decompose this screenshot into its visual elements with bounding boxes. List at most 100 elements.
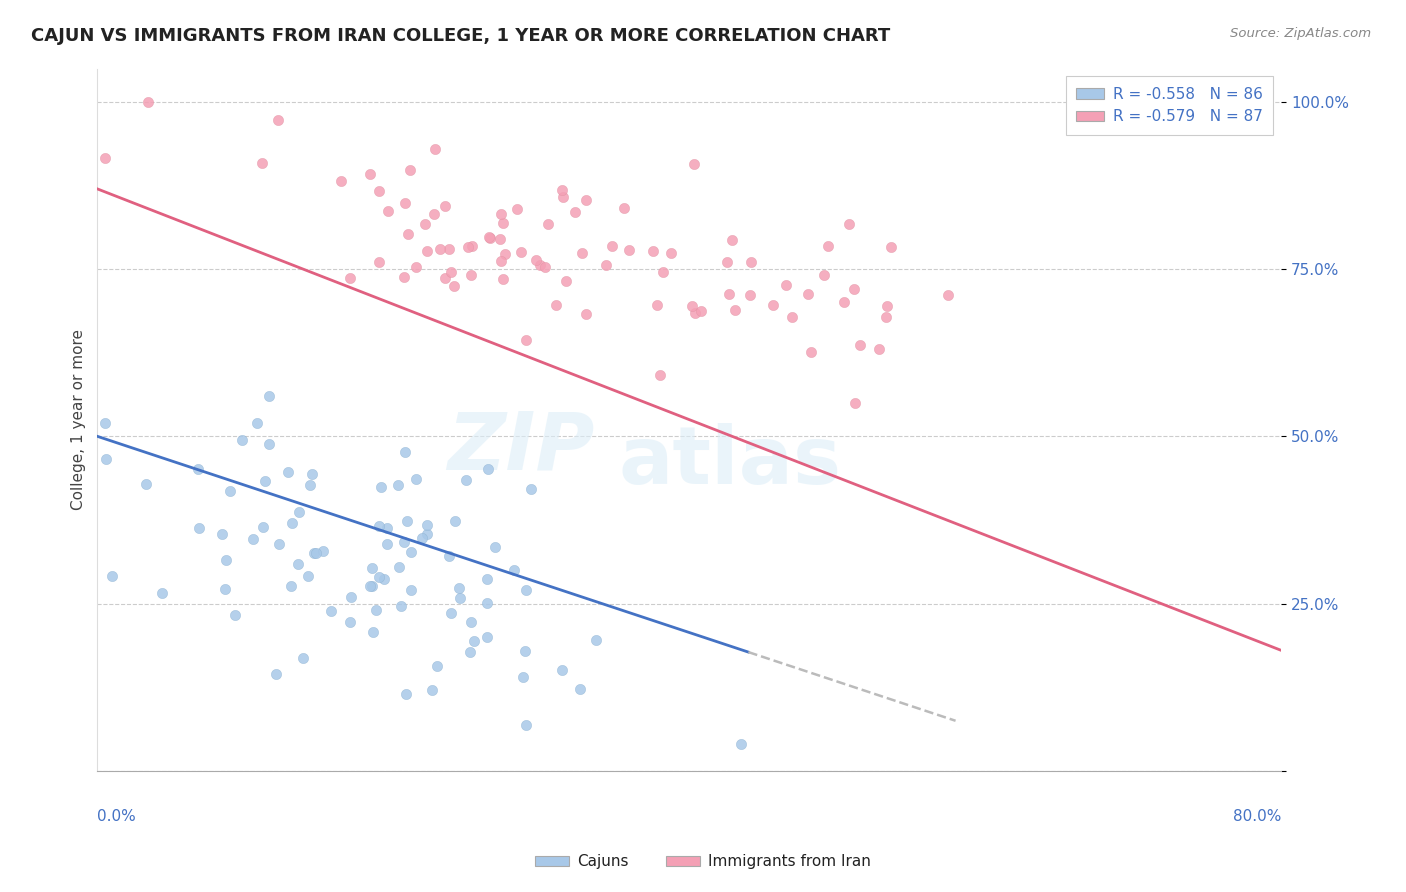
- Point: [360, 579, 382, 593]
- Point: [368, 184, 391, 198]
- Text: Source: ZipAtlas.com: Source: ZipAtlas.com: [1230, 27, 1371, 40]
- Point: [264, 667, 287, 681]
- Point: [551, 663, 574, 677]
- Point: [479, 231, 502, 245]
- Point: [389, 599, 412, 613]
- Point: [730, 737, 752, 751]
- Point: [617, 244, 640, 258]
- Point: [716, 254, 738, 268]
- Point: [454, 473, 477, 487]
- Point: [651, 265, 673, 279]
- Point: [437, 549, 460, 563]
- Point: [477, 462, 499, 476]
- Point: [359, 167, 381, 181]
- Point: [399, 583, 422, 598]
- Point: [780, 310, 803, 324]
- Point: [329, 174, 352, 188]
- Point: [458, 645, 481, 659]
- Text: CAJUN VS IMMIGRANTS FROM IRAN COLLEGE, 1 YEAR OR MORE CORRELATION CHART: CAJUN VS IMMIGRANTS FROM IRAN COLLEGE, 1…: [31, 27, 890, 45]
- Point: [364, 603, 387, 617]
- Point: [375, 536, 398, 550]
- Y-axis label: College, 1 year or more: College, 1 year or more: [72, 329, 86, 510]
- Point: [429, 243, 451, 257]
- Point: [838, 217, 860, 231]
- Point: [936, 287, 959, 301]
- Point: [280, 579, 302, 593]
- Point: [575, 307, 598, 321]
- Point: [460, 615, 482, 629]
- Point: [595, 258, 617, 272]
- Point: [394, 687, 416, 701]
- Text: 80.0%: 80.0%: [1233, 809, 1281, 824]
- Point: [416, 244, 439, 259]
- Point: [94, 417, 117, 431]
- Point: [551, 182, 574, 196]
- Point: [373, 572, 395, 586]
- Text: ZIP: ZIP: [447, 409, 595, 487]
- Point: [876, 299, 898, 313]
- Point: [224, 607, 246, 622]
- Point: [405, 472, 427, 486]
- Point: [683, 157, 706, 171]
- Point: [394, 445, 416, 459]
- Point: [524, 253, 547, 268]
- Point: [267, 537, 290, 551]
- Point: [370, 480, 392, 494]
- Point: [375, 521, 398, 535]
- Point: [613, 201, 636, 215]
- Point: [339, 615, 361, 629]
- Point: [94, 452, 117, 467]
- Point: [242, 533, 264, 547]
- Point: [775, 277, 797, 292]
- Point: [447, 581, 470, 595]
- Point: [515, 643, 537, 657]
- Point: [813, 268, 835, 283]
- Point: [246, 416, 269, 430]
- Point: [533, 260, 555, 275]
- Legend: R = -0.558   N = 86, R = -0.579   N = 87: R = -0.558 N = 86, R = -0.579 N = 87: [1066, 76, 1274, 136]
- Point: [761, 298, 783, 312]
- Point: [396, 227, 419, 242]
- Point: [600, 239, 623, 253]
- Point: [394, 534, 416, 549]
- Point: [585, 632, 607, 647]
- Point: [413, 218, 436, 232]
- Point: [475, 596, 498, 610]
- Point: [875, 310, 897, 325]
- Point: [214, 582, 236, 597]
- Point: [546, 298, 568, 312]
- Point: [359, 579, 381, 593]
- Point: [152, 585, 174, 599]
- Point: [367, 519, 389, 533]
- Point: [740, 255, 762, 269]
- Point: [460, 268, 482, 282]
- Point: [399, 163, 422, 178]
- Point: [489, 253, 512, 268]
- Point: [136, 95, 159, 109]
- Point: [440, 265, 463, 279]
- Point: [250, 155, 273, 169]
- Point: [817, 238, 839, 252]
- Point: [297, 569, 319, 583]
- Point: [253, 474, 276, 488]
- Point: [844, 396, 866, 410]
- Point: [571, 245, 593, 260]
- Point: [564, 204, 586, 219]
- Point: [797, 287, 820, 301]
- Point: [299, 478, 322, 492]
- Point: [683, 306, 706, 320]
- Point: [387, 478, 409, 492]
- Point: [510, 245, 533, 260]
- Point: [720, 233, 742, 247]
- Point: [492, 216, 515, 230]
- Point: [492, 272, 515, 286]
- Point: [463, 634, 485, 648]
- Point: [405, 260, 427, 274]
- Point: [457, 240, 479, 254]
- Point: [187, 521, 209, 535]
- Point: [529, 258, 551, 272]
- Point: [215, 552, 238, 566]
- Point: [832, 294, 855, 309]
- Point: [257, 389, 280, 403]
- Point: [94, 152, 117, 166]
